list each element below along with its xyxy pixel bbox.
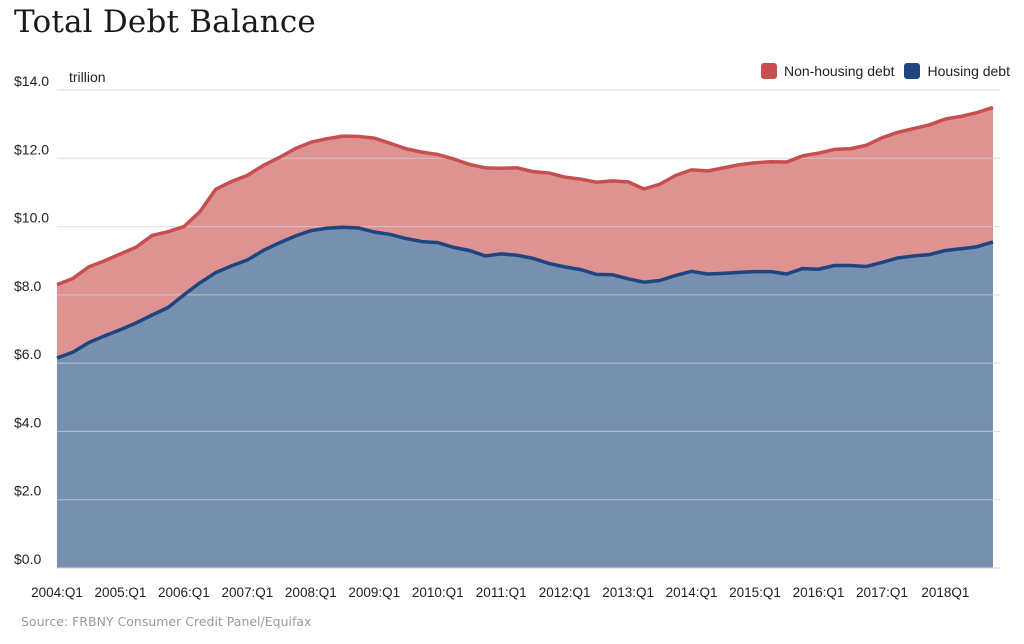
non-housing-line: [56, 105, 994, 287]
x-tick-label: 2010:Q1: [412, 585, 464, 600]
x-tick-label: 2005:Q1: [95, 585, 147, 600]
x-tick-label: 2009:Q1: [348, 585, 400, 600]
x-tick-label: 2004:Q1: [31, 585, 83, 600]
housing-line: [56, 225, 994, 360]
legend-swatch-non-housing: [760, 63, 777, 79]
y-tick-label: $10.0: [14, 210, 49, 226]
y-tick-label: $4.0: [14, 414, 41, 430]
x-tick-label: 2014:Q1: [666, 585, 718, 600]
x-tick-label: 2006:Q1: [158, 585, 210, 600]
legend-label-non-housing: Non-housing debt: [783, 63, 895, 79]
legend-label-housing: Housing debt: [927, 63, 1010, 79]
source-note: Source: FRBNY Consumer Credit Panel/Equi…: [21, 614, 312, 629]
legend: Non-housing debt Housing debt: [760, 63, 1010, 79]
x-tick-label: 2008:Q1: [285, 585, 337, 600]
chart-title: Total Debt Balance: [14, 4, 316, 40]
legend-item-housing: Housing debt: [904, 63, 1010, 79]
non-housing-area: [57, 107, 993, 359]
y-tick-label: $2.0: [14, 483, 41, 499]
y-tick-label: $6.0: [14, 346, 41, 362]
y-tick-label: $14.0: [14, 73, 49, 89]
x-tick-label: 2018Q1: [921, 585, 969, 600]
x-tick-label: 2011:Q1: [476, 585, 527, 600]
y-tick-label: $8.0: [14, 278, 41, 294]
legend-item-non-housing: Non-housing debt: [760, 63, 895, 79]
x-tick-label: 2013:Q1: [602, 585, 654, 600]
x-tick-label: 2007:Q1: [221, 585, 273, 600]
x-tick-label: 2017:Q1: [856, 585, 908, 600]
y-unit-label: trillion: [69, 69, 106, 85]
y-tick-label: $0.0: [14, 551, 41, 567]
legend-swatch-housing: [904, 63, 921, 79]
housing-area: [57, 227, 993, 568]
y-tick-label: $12.0: [14, 141, 49, 157]
x-tick-label: 2016:Q1: [793, 585, 845, 600]
x-tick-label: 2015:Q1: [729, 585, 781, 600]
x-tick-label: 2012:Q1: [539, 585, 591, 600]
